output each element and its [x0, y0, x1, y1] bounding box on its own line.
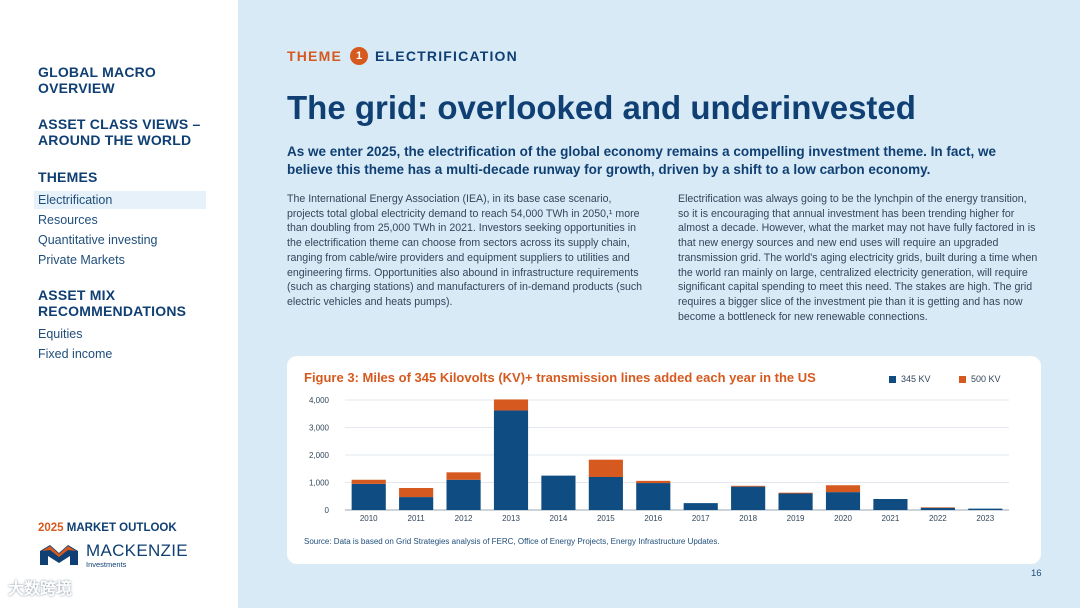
bar-500kv-2010 — [351, 479, 386, 484]
bar-500kv-2012 — [446, 472, 481, 480]
outlook-text: MARKET OUTLOOK — [63, 522, 177, 534]
bar-345kv-2017 — [683, 503, 718, 510]
sidebar-item[interactable]: Equities — [38, 327, 83, 341]
bar-345kv-2020 — [825, 492, 861, 510]
legend-label-500kv: 500 KV — [971, 374, 1001, 384]
chart-source: Source: Data is based on Grid Strategies… — [304, 537, 720, 546]
watermark: 大数跨境 — [8, 581, 73, 598]
body-column-right: Electrification was always going to be t… — [678, 193, 1038, 323]
page-number: 16 — [1031, 568, 1042, 579]
legend-item-500kv: 500 KV — [959, 374, 1001, 384]
main-content: THEME 1 ELECTRIFICATION The grid: overlo… — [238, 0, 1080, 608]
bar-345kv-2010 — [351, 483, 386, 510]
legend-swatch-345kv — [889, 375, 896, 383]
theme-name: ELECTRIFICATION — [375, 48, 518, 64]
y-tick-label: 3,000 — [309, 424, 330, 433]
x-tick-label: 2021 — [882, 514, 900, 523]
theme-number-badge: 1 — [350, 47, 368, 65]
sidebar-section: GLOBAL MACRO OVERVIEW — [38, 64, 228, 96]
sidebar-item[interactable]: Fixed income — [38, 347, 113, 361]
mackenzie-logo-icon — [40, 545, 78, 565]
x-tick-label: 2020 — [834, 514, 852, 523]
logo-name: MACKENZIE — [86, 541, 188, 560]
bar-500kv-2016 — [636, 480, 671, 484]
bar-345kv-2021 — [873, 499, 908, 510]
mackenzie-logo: MACKENZIE Investments — [38, 541, 218, 571]
x-tick-label: 2022 — [929, 514, 947, 523]
x-tick-label: 2016 — [644, 514, 662, 523]
bar-500kv-2018 — [731, 485, 766, 487]
chart-card: Figure 3: Miles of 345 Kilovolts (KV)+ t… — [287, 356, 1041, 564]
bar-chart: 0 1,000 2,000 3,000 4,000 2010 2011 2012 2013 201… — [309, 396, 1009, 523]
x-tick-label: 2019 — [787, 514, 805, 523]
bar-500kv-2019 — [778, 492, 813, 494]
body-column-left: The International Energy Association (IE… — [287, 193, 643, 308]
theme-header: THEME 1 ELECTRIFICATION — [287, 47, 518, 65]
sidebar-section-heading[interactable]: ASSET MIX RECOMMENDATIONS — [38, 287, 187, 319]
bar-500kv-2015 — [588, 459, 623, 477]
bar-345kv-2022 — [920, 507, 955, 510]
bar-345kv-2018 — [731, 486, 766, 510]
bar-345kv-2015 — [588, 477, 623, 510]
sidebar-section-heading[interactable]: ASSET CLASS VIEWS – AROUND THE WORLD — [38, 116, 201, 148]
sidebar-item[interactable]: Private Markets — [38, 253, 125, 267]
bar-500kv-2011 — [399, 488, 434, 498]
legend-label-345kv: 345 KV — [901, 374, 931, 384]
logo-subtitle: Investments — [86, 560, 127, 569]
y-tick-label: 1,000 — [309, 479, 330, 488]
x-tick-label: 2013 — [502, 514, 520, 523]
outlook-year: 2025 — [38, 522, 64, 534]
bar-345kv-2011 — [399, 497, 434, 510]
sidebar-section-heading[interactable]: GLOBAL MACRO OVERVIEW — [38, 64, 157, 96]
legend-item-345kv: 345 KV — [889, 374, 931, 384]
x-tick-label: 2017 — [692, 514, 710, 523]
bar-345kv-2016 — [636, 483, 671, 510]
x-tick-label: 2018 — [739, 514, 757, 523]
legend-swatch-500kv — [959, 375, 966, 383]
sidebar-item[interactable]: Electrification — [34, 191, 206, 209]
sidebar-item[interactable]: Resources — [38, 213, 98, 227]
x-tick-label: 2010 — [360, 514, 378, 523]
sidebar-section: ASSET MIX RECOMMENDATIONS Equities Fixed i… — [38, 287, 228, 363]
sidebar-section: THEMES Electrification Resources Quantitati… — [34, 169, 228, 269]
bar-500kv-2022 — [920, 507, 955, 508]
y-tick-label: 2,000 — [309, 451, 330, 460]
theme-label: THEME — [287, 48, 342, 64]
x-tick-label: 2011 — [408, 514, 426, 523]
bar-345kv-2013 — [493, 410, 529, 510]
lead-paragraph: As we enter 2025, the electrification of… — [287, 144, 996, 177]
sidebar: GLOBAL MACRO OVERVIEW ASSET CLASS VIEWS –… — [0, 0, 238, 608]
y-tick-label: 0 — [325, 506, 330, 515]
x-tick-label: 2015 — [597, 514, 615, 523]
market-outlook-label: 2025 MARKET OUTLOOK — [38, 522, 177, 534]
bar-345kv-2023 — [968, 508, 1003, 510]
x-tick-label: 2014 — [550, 514, 568, 523]
bar-500kv-2013 — [493, 399, 529, 411]
chart-title: Figure 3: Miles of 345 Kilovolts (KV)+ t… — [304, 370, 816, 385]
sidebar-section: ASSET CLASS VIEWS – AROUND THE WORLD — [38, 116, 228, 148]
sidebar-section-heading[interactable]: THEMES — [38, 169, 98, 185]
bar-345kv-2019 — [778, 493, 813, 510]
x-tick-label: 2023 — [976, 514, 994, 523]
bar-500kv-2020 — [825, 485, 861, 493]
page-title: The grid: overlooked and underinvested — [287, 89, 916, 126]
x-tick-label: 2012 — [455, 514, 473, 523]
bar-345kv-2014 — [541, 475, 576, 510]
bar-345kv-2012 — [446, 479, 481, 510]
sidebar-item[interactable]: Quantitative investing — [38, 233, 158, 247]
y-tick-label: 4,000 — [309, 396, 330, 405]
